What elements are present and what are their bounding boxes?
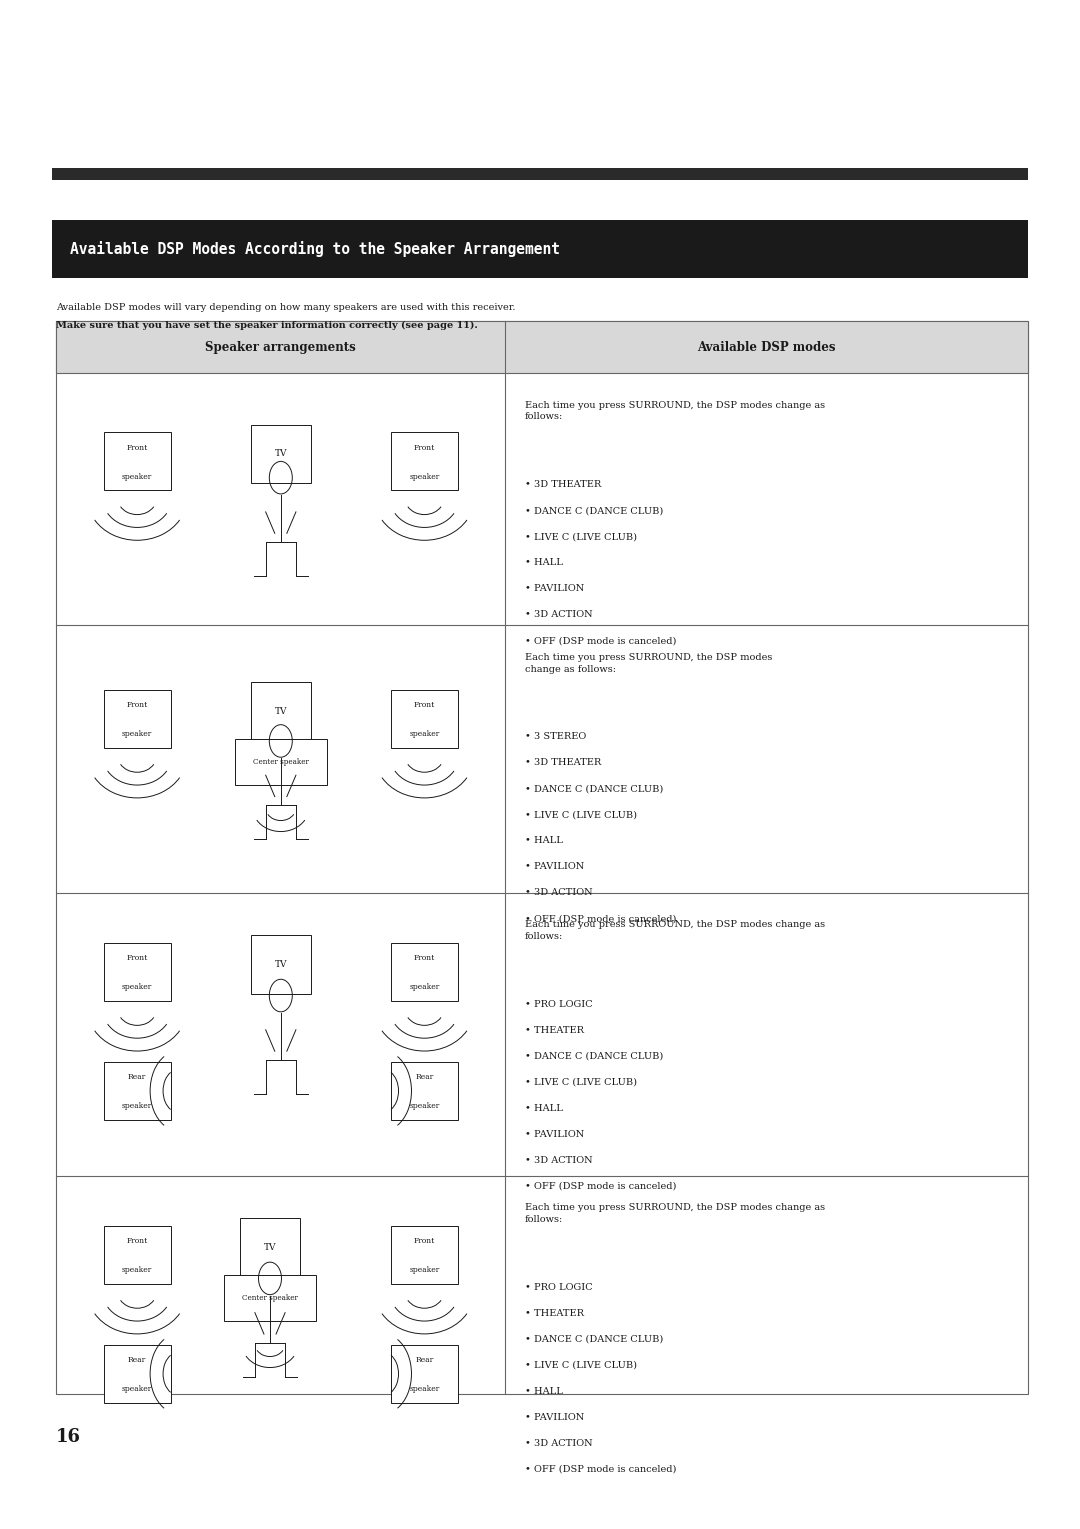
Text: • OFF (DSP mode is canceled): • OFF (DSP mode is canceled) — [525, 914, 676, 924]
FancyBboxPatch shape — [235, 739, 326, 784]
FancyBboxPatch shape — [391, 433, 458, 491]
Text: • THEATER: • THEATER — [525, 1026, 584, 1035]
Text: Front: Front — [414, 702, 435, 709]
Text: • HALL: • HALL — [525, 1104, 563, 1113]
Text: Center speaker: Center speaker — [242, 1294, 298, 1301]
Text: • LIVE C (LIVE CLUB): • LIVE C (LIVE CLUB) — [525, 1078, 637, 1087]
Text: • 3D ACTION: • 3D ACTION — [525, 1156, 593, 1165]
Text: speaker: speaker — [409, 1266, 440, 1274]
Bar — [56, 321, 1028, 373]
Text: Rear: Rear — [129, 1356, 146, 1364]
Text: Front: Front — [126, 1237, 148, 1245]
Text: Each time you press SURROUND, the DSP modes change as
follows:: Each time you press SURROUND, the DSP mo… — [525, 1203, 825, 1225]
Text: Front: Front — [414, 1237, 435, 1245]
FancyBboxPatch shape — [391, 690, 458, 748]
Text: speaker: speaker — [122, 1266, 152, 1274]
Text: • PAVILION: • PAVILION — [525, 862, 584, 872]
Text: • LIVE C (LIVE CLUB): • LIVE C (LIVE CLUB) — [525, 1361, 637, 1370]
Text: Available DSP modes: Available DSP modes — [698, 341, 836, 353]
FancyBboxPatch shape — [225, 1275, 315, 1321]
FancyBboxPatch shape — [104, 1346, 171, 1404]
Text: • DANCE C (DANCE CLUB): • DANCE C (DANCE CLUB) — [525, 1052, 663, 1061]
Text: • PAVILION: • PAVILION — [525, 1130, 584, 1139]
Text: Each time you press SURROUND, the DSP modes change as
follows:: Each time you press SURROUND, the DSP mo… — [525, 920, 825, 942]
Text: • OFF (DSP mode is canceled): • OFF (DSP mode is canceled) — [525, 1182, 676, 1191]
Text: • PAVILION: • PAVILION — [525, 1413, 584, 1422]
Text: speaker: speaker — [409, 1385, 440, 1393]
Text: Front: Front — [126, 954, 148, 962]
Text: speaker: speaker — [122, 472, 152, 480]
FancyBboxPatch shape — [252, 682, 311, 740]
Bar — [52, 168, 1028, 180]
Text: Center speaker: Center speaker — [253, 758, 309, 766]
Text: speaker: speaker — [122, 1385, 152, 1393]
Text: • 3D ACTION: • 3D ACTION — [525, 1439, 593, 1448]
Text: • 3D ACTION: • 3D ACTION — [525, 610, 593, 619]
Bar — [52, 220, 1028, 278]
FancyBboxPatch shape — [104, 690, 171, 748]
FancyBboxPatch shape — [391, 943, 458, 1001]
Text: Rear: Rear — [416, 1073, 433, 1081]
Text: speaker: speaker — [409, 472, 440, 480]
Text: 16: 16 — [56, 1428, 81, 1446]
Text: • PAVILION: • PAVILION — [525, 584, 584, 593]
Text: • OFF (DSP mode is canceled): • OFF (DSP mode is canceled) — [525, 636, 676, 645]
Text: • HALL: • HALL — [525, 836, 563, 846]
FancyBboxPatch shape — [391, 1346, 458, 1404]
Text: TV: TV — [274, 450, 287, 459]
Text: speaker: speaker — [409, 983, 440, 991]
Text: Front: Front — [126, 702, 148, 709]
Bar — [56, 321, 1028, 1394]
Text: • 3D ACTION: • 3D ACTION — [525, 888, 593, 898]
Text: • DANCE C (DANCE CLUB): • DANCE C (DANCE CLUB) — [525, 1335, 663, 1344]
FancyBboxPatch shape — [241, 1219, 300, 1277]
FancyBboxPatch shape — [104, 1063, 171, 1119]
Text: • THEATER: • THEATER — [525, 1309, 584, 1318]
Text: Make sure that you have set the speaker information correctly (see page 11).: Make sure that you have set the speaker … — [56, 321, 478, 330]
Text: TV: TV — [264, 1243, 276, 1252]
FancyBboxPatch shape — [252, 425, 311, 483]
Text: Front: Front — [414, 954, 435, 962]
Text: • OFF (DSP mode is canceled): • OFF (DSP mode is canceled) — [525, 1465, 676, 1474]
Text: • 3D THEATER: • 3D THEATER — [525, 480, 602, 489]
Text: • 3 STEREO: • 3 STEREO — [525, 732, 586, 742]
Text: • LIVE C (LIVE CLUB): • LIVE C (LIVE CLUB) — [525, 810, 637, 820]
Text: • HALL: • HALL — [525, 558, 563, 567]
FancyBboxPatch shape — [252, 936, 311, 994]
FancyBboxPatch shape — [391, 1226, 458, 1284]
Text: • 3D THEATER: • 3D THEATER — [525, 758, 602, 768]
Text: Speaker arrangements: Speaker arrangements — [205, 341, 356, 353]
Text: • PRO LOGIC: • PRO LOGIC — [525, 1283, 593, 1292]
Text: Available DSP modes will vary depending on how many speakers are used with this : Available DSP modes will vary depending … — [56, 303, 515, 312]
Text: Available DSP Modes According to the Speaker Arrangement: Available DSP Modes According to the Spe… — [70, 242, 561, 257]
Text: speaker: speaker — [409, 731, 440, 739]
FancyBboxPatch shape — [104, 433, 171, 491]
Text: speaker: speaker — [122, 731, 152, 739]
Text: • DANCE C (DANCE CLUB): • DANCE C (DANCE CLUB) — [525, 506, 663, 515]
Text: Rear: Rear — [129, 1073, 146, 1081]
Text: • LIVE C (LIVE CLUB): • LIVE C (LIVE CLUB) — [525, 532, 637, 541]
FancyBboxPatch shape — [391, 1063, 458, 1119]
Text: • HALL: • HALL — [525, 1387, 563, 1396]
FancyBboxPatch shape — [104, 1226, 171, 1284]
Text: speaker: speaker — [122, 983, 152, 991]
Text: speaker: speaker — [409, 1102, 440, 1110]
Text: TV: TV — [274, 706, 287, 716]
Text: Each time you press SURROUND, the DSP modes
change as follows:: Each time you press SURROUND, the DSP mo… — [525, 653, 772, 674]
Text: Front: Front — [414, 443, 435, 451]
Text: speaker: speaker — [122, 1102, 152, 1110]
Text: TV: TV — [274, 960, 287, 969]
Text: • DANCE C (DANCE CLUB): • DANCE C (DANCE CLUB) — [525, 784, 663, 794]
Text: Rear: Rear — [416, 1356, 433, 1364]
Text: Each time you press SURROUND, the DSP modes change as
follows:: Each time you press SURROUND, the DSP mo… — [525, 401, 825, 422]
Text: Front: Front — [126, 443, 148, 451]
FancyBboxPatch shape — [104, 943, 171, 1001]
Text: • PRO LOGIC: • PRO LOGIC — [525, 1000, 593, 1009]
